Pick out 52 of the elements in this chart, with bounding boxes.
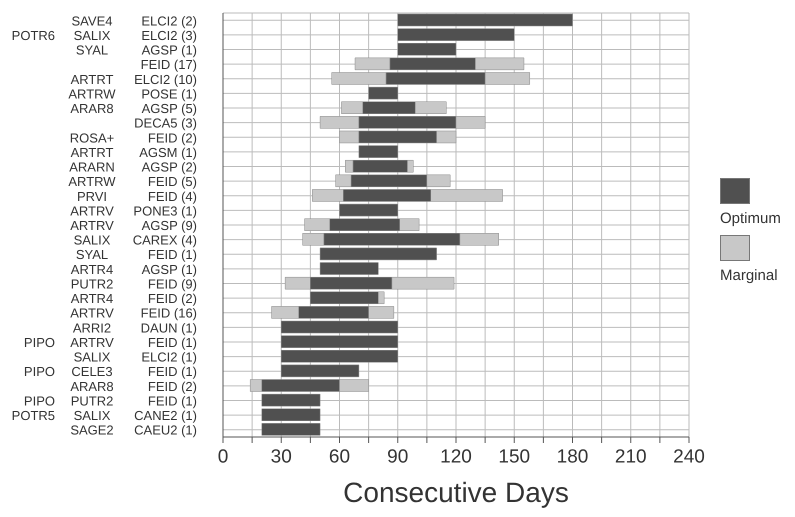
x-axis-title: Consecutive Days xyxy=(343,477,569,508)
bar xyxy=(281,364,360,378)
x-tick-label: 120 xyxy=(440,446,472,468)
x-tick-label: 90 xyxy=(387,446,408,468)
category-label: POTR5 SALIX CANE2 (1) xyxy=(12,408,197,424)
legend-label: Marginal xyxy=(720,267,779,284)
category-label: ARTRV AGSP (9) xyxy=(70,218,197,233)
category-label: ARTRT AGSM (1) xyxy=(70,144,197,160)
category-label: ARTR4 AGSP (1) xyxy=(70,262,197,277)
category-label: PIPO ARTRV FEID (1) xyxy=(24,334,197,350)
y-tick-label: FEID (17) xyxy=(140,57,197,72)
x-tick-label: 240 xyxy=(673,446,705,468)
category-label: ARTRW POSE (1) xyxy=(68,86,197,102)
category-label: ARTRV FEID (16) xyxy=(70,306,197,321)
bar xyxy=(262,408,320,422)
bar xyxy=(281,350,398,363)
bar xyxy=(368,86,398,100)
bar xyxy=(358,145,398,158)
bar xyxy=(262,394,320,406)
bar xyxy=(281,335,398,348)
category-label: POTR6 SALIX ELCI2 (3) xyxy=(12,28,197,43)
category-label: PUTR2 FEID (9) xyxy=(70,276,197,292)
y-tick-label: DECA5 (3) xyxy=(134,116,197,131)
category-label: ARTR4 FEID (2) xyxy=(70,291,197,306)
x-tick-label: 60 xyxy=(328,446,350,468)
x-tick-label: 150 xyxy=(498,446,530,468)
category-label: PIPO CELE3 FEID (1) xyxy=(24,364,197,380)
category-label: PRVI FEID (4) xyxy=(76,188,197,204)
category-label: SALIX CAREX (4) xyxy=(74,232,197,248)
x-tick-label: 30 xyxy=(270,446,292,468)
category-label: SAGE2 CAEU2 (1) xyxy=(70,422,197,438)
category-label: ARTRT ELCI2 (10) xyxy=(70,72,197,87)
category-label: SALIX ELCI2 (1) xyxy=(74,350,197,365)
category-label: ARAR8 AGSP (5) xyxy=(70,101,197,116)
category-label: ARRI2 DAUN (1) xyxy=(72,320,197,336)
legend-label: Optimum xyxy=(720,210,782,227)
category-label: ARAR8 FEID (2) xyxy=(70,378,197,394)
category-label: SAVE4 ELCI2 (2) xyxy=(72,13,197,28)
category-label: SYAL AGSP (1) xyxy=(76,42,197,58)
category-label: ARARN AGSP (2) xyxy=(69,160,197,175)
category-label: ARTRV PONE3 (1) xyxy=(70,203,197,218)
x-tick-label: 0 xyxy=(218,446,228,468)
category-label: ROSA+ FEID (2) xyxy=(70,130,197,146)
bar xyxy=(398,14,573,26)
category-label: PIPO PUTR2 FEID (1) xyxy=(24,393,197,408)
category-label: ARTRW FEID (5) xyxy=(68,174,197,190)
x-tick-label: 210 xyxy=(614,446,647,468)
bar xyxy=(398,28,514,41)
bar xyxy=(398,42,456,56)
x-tick-label: 180 xyxy=(556,446,588,468)
bar xyxy=(281,320,398,334)
category-label: SYAL FEID (1) xyxy=(76,247,197,262)
